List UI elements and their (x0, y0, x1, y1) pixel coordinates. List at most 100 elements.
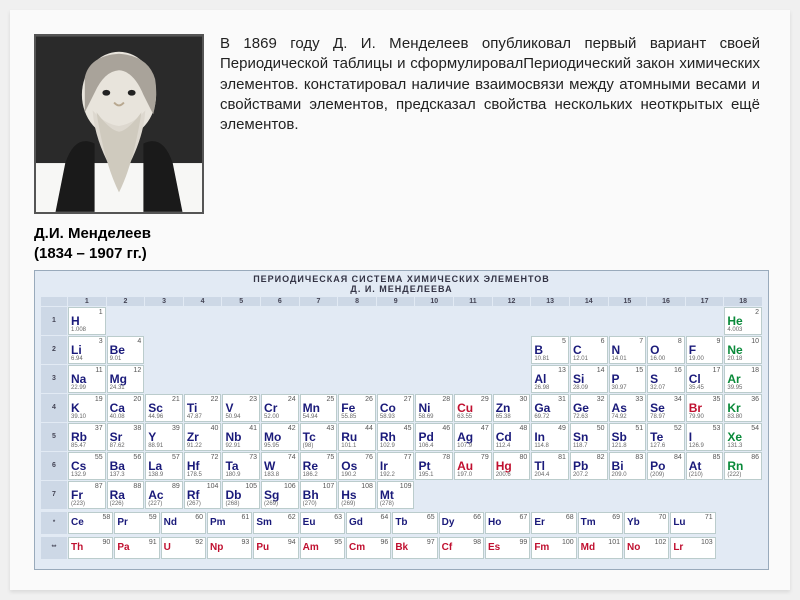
group-header: 1 (68, 297, 106, 306)
element-cell-Al: 13Al26.98 (531, 365, 569, 393)
element-cell-O: 8O16.00 (647, 336, 685, 364)
element-cell-K: 19K39.10 (68, 394, 106, 422)
group-header: 4 (184, 297, 222, 306)
element-cell-Sr: 38Sr87.62 (107, 423, 145, 451)
element-cell-Es: 99Es (485, 537, 530, 559)
element-cell-F: 9F19.00 (686, 336, 724, 364)
element-cell-Th: 90Th (68, 537, 113, 559)
element-cell-Mo: 42Mo95.95 (261, 423, 299, 451)
element-cell-Xe: 54Xe131.3 (724, 423, 762, 451)
element-cell-N: 7N14.01 (609, 336, 647, 364)
element-cell-Ta: 73Ta180.9 (222, 452, 260, 480)
element-cell-No: 102No (624, 537, 669, 559)
period-label: 7 (41, 481, 67, 509)
element-cell-Md: 101Md (578, 537, 623, 559)
element-cell-Ga: 31Ga69.72 (531, 394, 569, 422)
element-cell-Te: 52Te127.6 (647, 423, 685, 451)
element-cell-Tm: 69Tm (578, 512, 623, 534)
period-label: 3 (41, 365, 67, 393)
group-header: 18 (724, 297, 762, 306)
element-cell-Ag: 47Ag107.9 (454, 423, 492, 451)
group-header: 14 (570, 297, 608, 306)
element-cell-C: 6C12.01 (570, 336, 608, 364)
element-cell-Sn: 50Sn118.7 (570, 423, 608, 451)
element-cell-Zr: 40Zr91.22 (184, 423, 222, 451)
element-cell-Si: 14Si28.09 (570, 365, 608, 393)
element-cell-Pm: 61Pm (207, 512, 252, 534)
element-cell-S: 16S32.07 (647, 365, 685, 393)
element-cell-Kr: 36Kr83.80 (724, 394, 762, 422)
element-cell-Db: 105Db(268) (222, 481, 260, 509)
element-cell-Rh: 45Rh102.9 (377, 423, 415, 451)
element-cell-Co: 27Co58.93 (377, 394, 415, 422)
element-cell-Ir: 77Ir192.2 (377, 452, 415, 480)
element-cell-Fe: 26Fe55.85 (338, 394, 376, 422)
lanthanides-row: *58Ce59Pr60Nd61Pm62Sm63Eu64Gd65Tb66Dy67H… (41, 512, 762, 534)
element-cell-Pa: 91Pa (114, 537, 159, 559)
group-header: 11 (454, 297, 492, 306)
element-cell-Cm: 96Cm (346, 537, 391, 559)
group-header: 3 (145, 297, 183, 306)
element-cell-As: 33As74.92 (609, 394, 647, 422)
element-cell-V: 23V50.94 (222, 394, 260, 422)
element-cell-Cl: 17Cl35.45 (686, 365, 724, 393)
group-header: 15 (609, 297, 647, 306)
element-cell-Re: 75Re186.2 (300, 452, 338, 480)
element-cell-Bk: 97Bk (392, 537, 437, 559)
element-cell-Ni: 28Ni58.69 (415, 394, 453, 422)
element-cell-Cf: 98Cf (439, 537, 484, 559)
element-cell-Dy: 66Dy (439, 512, 484, 534)
element-cell-Ar: 18Ar39.95 (724, 365, 762, 393)
element-cell-Li: 3Li6.94 (68, 336, 106, 364)
element-cell-Be: 4Be9.01 (107, 336, 145, 364)
element-cell-Nd: 60Nd (161, 512, 206, 534)
actinides-row: **90Th91Pa92U93Np94Pu95Am96Cm97Bk98Cf99E… (41, 537, 762, 559)
group-header: 6 (261, 297, 299, 306)
element-cell-Cu: 29Cu63.55 (454, 394, 492, 422)
element-cell-Lu: 71Lu (670, 512, 715, 534)
element-cell-Fm: 100Fm (531, 537, 576, 559)
element-cell-Ne: 10Ne20.18 (724, 336, 762, 364)
element-cell-Zn: 30Zn65.38 (493, 394, 531, 422)
periodic-table-grid: 12345678910111213141516171811H1.0082He4.… (41, 297, 762, 509)
element-cell-Ce: 58Ce (68, 512, 113, 534)
element-cell-Au: 79Au197.0 (454, 452, 492, 480)
element-cell-Hs: 108Hs(269) (338, 481, 376, 509)
period-label: 6 (41, 452, 67, 480)
element-cell-Rn: 86Rn(222) (724, 452, 762, 480)
element-cell-Bh: 107Bh(270) (300, 481, 338, 509)
element-cell-Sg: 106Sg(269) (261, 481, 299, 509)
element-cell-Ho: 67Ho (485, 512, 530, 534)
element-cell-Os: 76Os190.2 (338, 452, 376, 480)
element-cell-La: 57La138.9 (145, 452, 183, 480)
element-cell-Rb: 37Rb85.47 (68, 423, 106, 451)
element-cell-Pr: 59Pr (114, 512, 159, 534)
element-cell-Lr: 103Lr (670, 537, 715, 559)
element-cell-Tl: 81Tl204.4 (531, 452, 569, 480)
element-cell-Ba: 56Ba137.3 (107, 452, 145, 480)
element-cell-Ra: 88Ra(226) (107, 481, 145, 509)
element-cell-Fr: 87Fr(223) (68, 481, 106, 509)
element-cell-At: 85At(210) (686, 452, 724, 480)
element-cell-Ti: 22Ti47.87 (184, 394, 222, 422)
element-cell-He: 2He4.003 (724, 307, 762, 335)
caption-years: (1834 – 1907 гг.) (34, 245, 147, 262)
element-cell-Ge: 32Ge72.63 (570, 394, 608, 422)
element-cell-Bi: 83Bi209.0 (609, 452, 647, 480)
element-cell-Hf: 72Hf178.5 (184, 452, 222, 480)
element-cell-Cd: 48Cd112.4 (493, 423, 531, 451)
element-cell-Pd: 46Pd106.4 (415, 423, 453, 451)
element-cell-Hg: 80Hg200.6 (493, 452, 531, 480)
element-cell-Na: 11Na22.99 (68, 365, 106, 393)
element-cell-Pb: 82Pb207.2 (570, 452, 608, 480)
element-cell-Ac: 89Ac(227) (145, 481, 183, 509)
table-title: ПЕРИОДИЧЕСКАЯ СИСТЕМА ХИМИЧЕСКИХ ЭЛЕМЕНТ… (41, 275, 762, 295)
periodic-table: ПЕРИОДИЧЕСКАЯ СИСТЕМА ХИМИЧЕСКИХ ЭЛЕМЕНТ… (34, 270, 769, 570)
element-cell-Gd: 64Gd (346, 512, 391, 534)
element-cell-Br: 35Br79.90 (686, 394, 724, 422)
element-cell-Eu: 63Eu (300, 512, 345, 534)
group-header: 5 (222, 297, 260, 306)
element-cell-Sb: 51Sb121.8 (609, 423, 647, 451)
group-header: 9 (377, 297, 415, 306)
element-cell-Pt: 78Pt195.1 (415, 452, 453, 480)
